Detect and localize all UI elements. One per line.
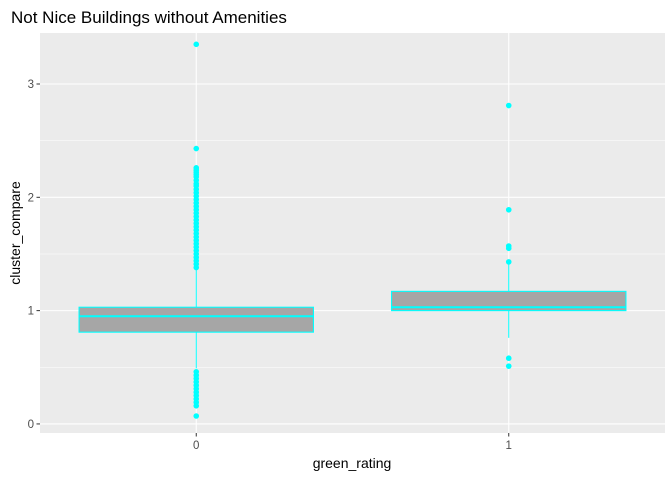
outlier-point xyxy=(505,206,512,213)
box-body xyxy=(78,306,314,333)
outlier-point xyxy=(193,413,200,419)
x-tick-label: 0 xyxy=(193,440,199,452)
x-tick-label: 1 xyxy=(506,440,512,452)
plot-panel xyxy=(40,33,665,433)
chart-title: Not Nice Buildings without Amenities xyxy=(11,8,287,27)
box-layer xyxy=(78,41,627,419)
box-group-0 xyxy=(78,41,314,419)
outlier-point xyxy=(505,102,512,109)
box-group-1 xyxy=(391,102,627,369)
box-body xyxy=(391,290,627,312)
y-axis-title: cluster_compare xyxy=(7,181,23,285)
outlier-point xyxy=(505,355,512,362)
y-tick-label: 1 xyxy=(28,306,34,318)
x-axis-title: green_rating xyxy=(313,455,392,471)
outlier-point xyxy=(193,264,200,271)
outlier-point xyxy=(505,259,512,265)
outlier-point xyxy=(193,41,200,48)
outlier-point xyxy=(505,363,512,369)
y-axis: 0 1 2 3 xyxy=(28,79,40,431)
outlier-point xyxy=(193,145,200,152)
y-tick-label: 3 xyxy=(28,79,34,91)
outlier-point xyxy=(193,403,200,409)
y-tick-label: 2 xyxy=(28,192,34,204)
y-tick-label: 0 xyxy=(28,419,34,431)
outlier-point xyxy=(505,245,512,252)
grid-minor xyxy=(40,140,665,368)
